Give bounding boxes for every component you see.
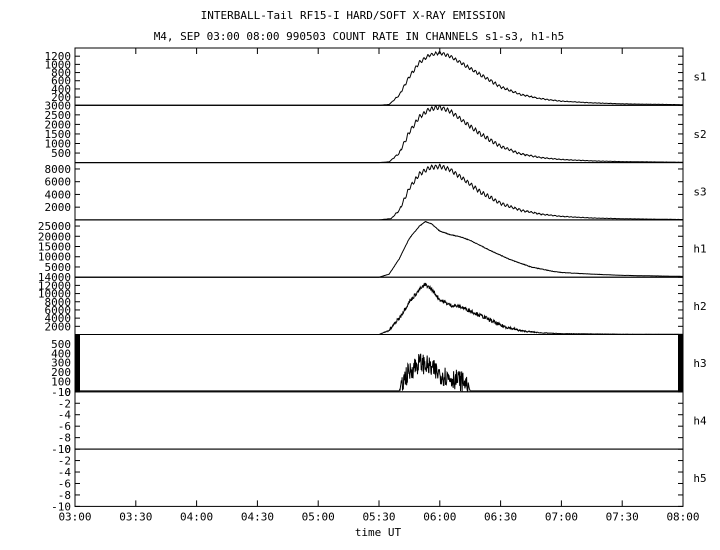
y-tick-label: 100 bbox=[51, 375, 71, 388]
y-tick-label: 14000 bbox=[38, 271, 71, 284]
y-tick-label: 200 bbox=[51, 366, 71, 379]
y-tick-label: 6000 bbox=[45, 176, 72, 189]
y-tick-label: 400 bbox=[51, 347, 71, 360]
h3-left-edge bbox=[75, 334, 80, 392]
y-tick-label: -10 bbox=[51, 443, 71, 456]
y-tick-label: 300 bbox=[51, 357, 71, 370]
chart-title: INTERBALL-Tail RF15-I HARD/SOFT X-RAY EM… bbox=[201, 9, 506, 22]
y-tick-label: 25000 bbox=[38, 220, 71, 233]
y-tick-label: 400 bbox=[51, 83, 71, 96]
panel-label: s3 bbox=[693, 185, 706, 198]
panel-label: s2 bbox=[693, 128, 706, 141]
y-tick-label: -6 bbox=[58, 420, 71, 433]
y-tick-label: -8 bbox=[58, 489, 71, 502]
x-tick-label: 08:00 bbox=[666, 510, 699, 523]
panel-frame bbox=[74, 47, 684, 106]
x-tick-label: 03:00 bbox=[58, 510, 91, 523]
panel-frame bbox=[74, 162, 684, 221]
y-tick-label: 500 bbox=[51, 338, 71, 351]
y-tick-label: 10000 bbox=[38, 251, 71, 264]
y-tick-label: -10 bbox=[51, 386, 71, 399]
y-tick-label: -2 bbox=[58, 397, 71, 410]
y-tick-label: 2000 bbox=[45, 118, 72, 131]
x-axis: 03:00 03:30 04:00 04:30 05:00 05:30 06:00 06:30… bbox=[58, 48, 700, 523]
y-tick-label: 3000 bbox=[45, 99, 72, 112]
y-tick-label: 10000 bbox=[38, 288, 71, 301]
y-tick-label: 1000 bbox=[45, 138, 72, 151]
x-axis-label: time UT bbox=[355, 526, 402, 539]
panel-label: h4 bbox=[693, 414, 707, 427]
y-tick-label: 5000 bbox=[45, 261, 72, 274]
panel-label: h1 bbox=[693, 243, 706, 256]
y-tick-label: 1500 bbox=[45, 128, 72, 141]
x-tick-label: 05:00 bbox=[302, 510, 335, 523]
panel-frame bbox=[74, 219, 684, 278]
y-tick-label: 4000 bbox=[45, 312, 72, 325]
panel-frame bbox=[74, 104, 684, 164]
y-tick-label: -4 bbox=[58, 409, 72, 422]
x-tick-label: 04:30 bbox=[241, 510, 274, 523]
y-tick-label: 0 bbox=[64, 443, 71, 456]
y-tick-label: 0 bbox=[64, 386, 71, 399]
y-tick-label: 2000 bbox=[45, 320, 72, 333]
panel-label: s1 bbox=[693, 71, 706, 84]
y-tick-label: 8000 bbox=[45, 163, 72, 176]
y-tick-label: -4 bbox=[58, 466, 72, 479]
series-line-s3 bbox=[379, 163, 683, 221]
x-tick-label: 06:30 bbox=[484, 510, 517, 523]
panel-label: h3 bbox=[693, 357, 706, 370]
y-tick-label: 600 bbox=[51, 75, 71, 88]
x-tick-label: 04:00 bbox=[180, 510, 213, 523]
series-line-h2 bbox=[378, 282, 683, 335]
y-tick-label: -2 bbox=[58, 455, 71, 468]
y-tick-label: -10 bbox=[51, 500, 71, 513]
y-tick-label: 4000 bbox=[45, 188, 72, 201]
y-tick-label: 12000 bbox=[38, 279, 71, 292]
y-tick-label: 200 bbox=[51, 91, 71, 104]
chart-subtitle: M4, SEP 03:00 08:00 990503 COUNT RATE IN… bbox=[154, 30, 565, 43]
panel-label: h5 bbox=[693, 472, 706, 485]
panel-frame bbox=[74, 334, 684, 393]
x-tick-label: 07:00 bbox=[545, 510, 578, 523]
h3-right-edge bbox=[678, 334, 683, 392]
y-tick-label: 1200 bbox=[45, 50, 72, 63]
y-tick-label: 15000 bbox=[38, 241, 71, 254]
panel-label: h2 bbox=[693, 300, 706, 313]
x-tick-label: 06:00 bbox=[423, 510, 456, 523]
x-tick-label: 07:30 bbox=[606, 510, 639, 523]
series-line-s2 bbox=[379, 104, 683, 164]
y-tick-label: 2000 bbox=[45, 201, 72, 214]
series-line-h3 bbox=[398, 353, 471, 393]
x-tick-label: 05:30 bbox=[362, 510, 395, 523]
y-tick-label: 6000 bbox=[45, 304, 72, 317]
panel-frame bbox=[74, 391, 684, 450]
panel-frame bbox=[74, 448, 684, 507]
series-line-h1 bbox=[378, 220, 683, 278]
panel-frame bbox=[74, 276, 684, 336]
series-line-s1 bbox=[379, 50, 684, 106]
panels: 12001000800600400200s1300025002000150010… bbox=[38, 47, 707, 513]
y-tick-label: 1000 bbox=[45, 58, 72, 71]
y-tick-label: 500 bbox=[51, 147, 71, 160]
x-tick-label: 03:30 bbox=[119, 510, 152, 523]
y-tick-label: 2500 bbox=[45, 109, 72, 122]
y-tick-label: 800 bbox=[51, 67, 71, 80]
y-tick-label: 8000 bbox=[45, 296, 72, 309]
y-tick-label: -6 bbox=[58, 477, 71, 490]
y-tick-label: -8 bbox=[58, 432, 71, 445]
y-tick-label: 20000 bbox=[38, 230, 71, 243]
